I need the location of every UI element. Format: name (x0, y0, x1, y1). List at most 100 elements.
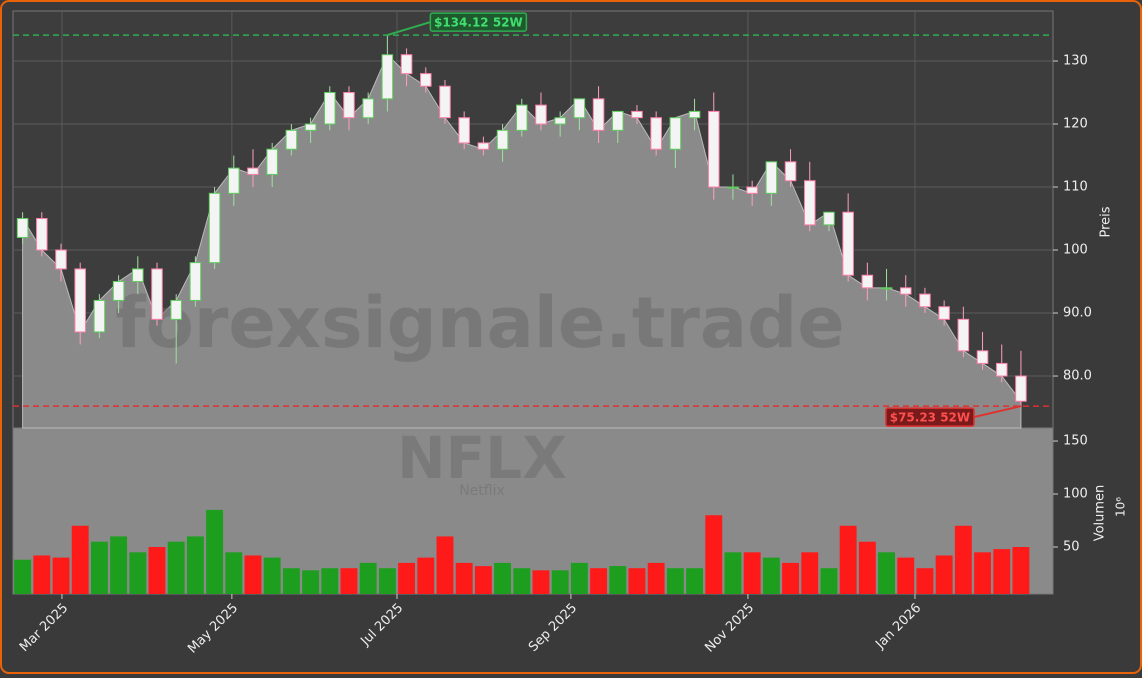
candle-body (343, 92, 355, 119)
candle-body (746, 186, 758, 194)
candle-body (515, 104, 528, 131)
y2-unit: 10⁶ (1114, 497, 1128, 517)
volume-bar (186, 536, 204, 594)
volume-bar (494, 562, 512, 594)
candle-body (477, 142, 490, 150)
volume-bar (417, 557, 435, 594)
volume-bar (705, 515, 723, 594)
candle-body (631, 110, 643, 119)
volume-bar (686, 568, 704, 594)
annotation-label: $134.12 52W (434, 16, 523, 30)
candle-body (554, 117, 566, 125)
volume-bar (110, 536, 128, 594)
y2-tick-label: 100 (1063, 487, 1088, 502)
candle-body (784, 161, 797, 182)
candle-body (938, 306, 950, 320)
y-axis-label: Preis (1099, 206, 1114, 237)
volume-bar (167, 541, 185, 594)
volume-bar (897, 557, 915, 594)
candle-body (573, 98, 586, 119)
volume-bar (148, 547, 166, 594)
volume-bar (90, 541, 108, 594)
volume-bar (71, 525, 89, 594)
annotation-label: $75.23 52W (890, 411, 970, 425)
volume-bar (513, 568, 531, 594)
volume-bar (244, 555, 262, 594)
annotation-arrow (387, 21, 431, 37)
y-tick-label: 80.0 (1063, 369, 1092, 384)
candle-body (861, 274, 874, 289)
candle-body (170, 299, 182, 320)
candle-body (592, 98, 605, 131)
candle-body (324, 92, 336, 125)
volume-bar (359, 562, 377, 594)
volume-bar (321, 568, 339, 594)
candle-body (803, 180, 816, 226)
watermark: forexsignale.trade (115, 282, 844, 364)
volume-bar (628, 568, 646, 594)
annotation-box (885, 407, 975, 427)
volume-bar (52, 557, 70, 594)
candle-body (439, 85, 451, 119)
candle-body (189, 262, 202, 301)
y-tick-label: 90.0 (1063, 306, 1092, 321)
volume-bar (974, 552, 991, 594)
volume-bar (225, 552, 243, 594)
candle-body (688, 110, 701, 119)
candle-body (228, 167, 240, 194)
volume-bar (993, 549, 1011, 594)
volume-bar (858, 541, 876, 594)
candle-body (381, 54, 394, 100)
candle-body (650, 117, 662, 150)
candle-body (496, 129, 509, 150)
volume-bar (839, 525, 857, 594)
y2-tick-label: 150 (1063, 434, 1088, 449)
annotation-box (429, 12, 528, 32)
candle-body (247, 167, 259, 175)
candle-body (765, 161, 778, 194)
candle-body (458, 117, 470, 144)
candle-body (74, 268, 86, 333)
volume-bar (474, 566, 492, 594)
candle-body (93, 299, 106, 333)
candle-body (151, 268, 163, 320)
volume-bar (378, 568, 396, 594)
volume-bar (916, 568, 934, 594)
volume-bar (801, 552, 819, 594)
candle-body (611, 110, 624, 131)
candle-body (957, 318, 970, 352)
volume-bar (206, 509, 224, 594)
candle-body (1015, 375, 1027, 402)
candle-body (16, 218, 29, 238)
y-tick-label: 110 (1063, 180, 1088, 195)
volume-bar (455, 562, 473, 594)
candle-body (842, 211, 854, 276)
candle-body (362, 98, 374, 119)
candle-body (535, 104, 547, 125)
volume-bar (782, 562, 799, 594)
candle-body (304, 123, 317, 131)
volume-bar (532, 570, 550, 594)
ticker-watermark: NFLX (397, 424, 567, 492)
volume-bar (954, 525, 972, 594)
company-watermark: Netflix (459, 483, 505, 499)
candle-body (208, 192, 221, 264)
candle-body (823, 211, 835, 226)
volume-bar (14, 559, 32, 594)
candle-body (899, 287, 912, 295)
y2-axis-label: Volumen (1093, 485, 1108, 542)
volume-bar (647, 562, 665, 594)
volume-bar (590, 568, 608, 594)
volume-bar (609, 566, 627, 594)
volume-bar (570, 562, 588, 594)
candle-body (132, 268, 144, 283)
candle-body (36, 218, 48, 251)
volume-bar (129, 552, 147, 594)
candle-body (880, 287, 893, 290)
candle-body (976, 350, 989, 364)
annotation-arrow (973, 405, 1022, 419)
volume-bar (1012, 547, 1030, 594)
candle-body (55, 249, 67, 270)
